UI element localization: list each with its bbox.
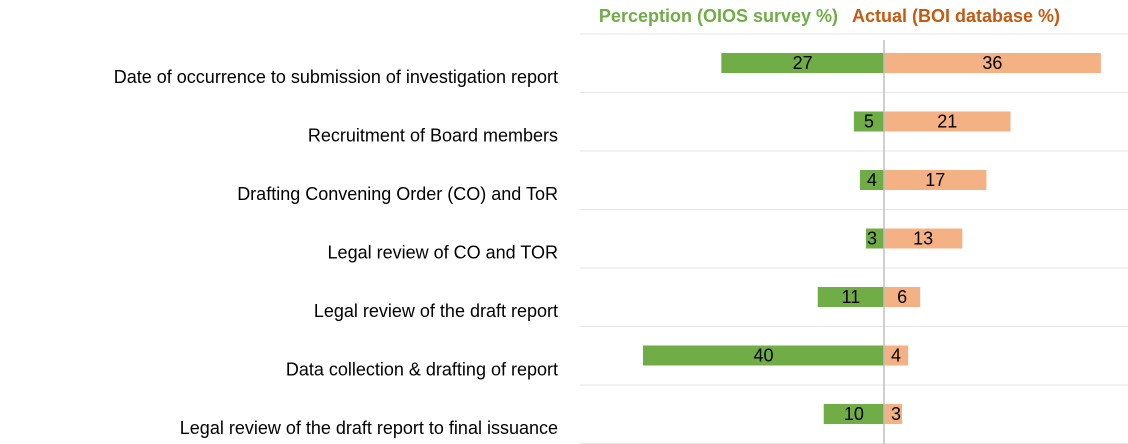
bar: [884, 287, 921, 307]
value-label: 4: [867, 170, 877, 190]
bar: [823, 404, 884, 424]
value-label: 3: [891, 404, 901, 424]
value-label: 3: [867, 228, 877, 248]
bar: [884, 170, 987, 190]
bar: [817, 287, 884, 307]
bar: [721, 53, 884, 73]
value-label: 5: [864, 111, 874, 131]
value-label: 36: [982, 53, 1002, 73]
category-label: Drafting Convening Order (CO) and ToR: [237, 184, 558, 204]
bar: [859, 170, 884, 190]
category-label: Legal review of the draft report to fina…: [180, 418, 558, 438]
value-label: 6: [897, 287, 907, 307]
category-label: Legal review of the draft report: [314, 301, 558, 321]
category-label: Legal review of CO and TOR: [328, 242, 558, 262]
value-label: 17: [925, 170, 945, 190]
bar: [865, 228, 884, 249]
category-label: Date of occurrence to submission of inve…: [114, 67, 558, 87]
value-label: 13: [913, 228, 933, 248]
value-label: 40: [753, 345, 773, 365]
legend-label: Actual (BOI database %): [852, 6, 1060, 26]
value-label: 10: [844, 404, 864, 424]
category-label: Recruitment of Board members: [308, 125, 558, 145]
bar: [853, 111, 884, 132]
bar: [884, 111, 1011, 132]
legend-label: Perception (OIOS survey %): [599, 6, 838, 26]
bar: [884, 404, 903, 424]
value-label: 27: [793, 53, 813, 73]
bar: [643, 345, 884, 366]
bar: [884, 345, 909, 366]
value-label: 21: [937, 111, 957, 131]
category-label: Data collection & drafting of report: [286, 359, 558, 379]
bar: [884, 53, 1101, 73]
value-label: 11: [842, 287, 861, 307]
value-label: 4: [891, 345, 901, 365]
bar: [884, 228, 963, 249]
